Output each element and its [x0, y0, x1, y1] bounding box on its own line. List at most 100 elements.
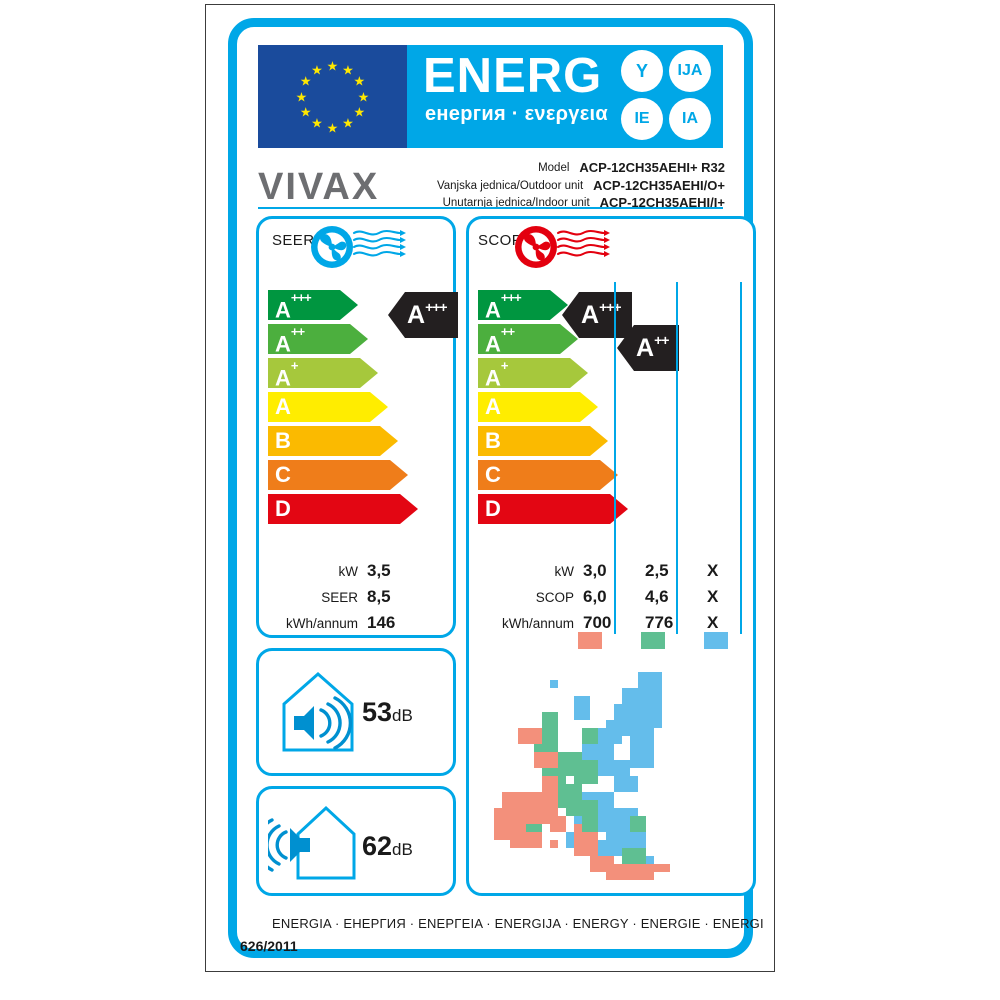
class-rung-arrow-icon — [590, 426, 608, 456]
class-rung-arrow-icon — [360, 358, 378, 388]
value-row: kW 3,5 — [262, 558, 417, 584]
brand-logo: VIVAX — [258, 166, 380, 208]
value-number: 3,5 — [367, 561, 391, 580]
class-rung-label: A+ — [485, 357, 508, 391]
heating-rating-text: A ++ — [634, 325, 680, 371]
footer-regulation: 626/2011 — [240, 938, 298, 954]
map-zone-cell — [534, 752, 558, 768]
column-divider — [614, 282, 616, 634]
value-number-warmer: 3,0 — [583, 561, 607, 580]
class-rung-label: A+++ — [485, 289, 522, 323]
class-rung-arrow-icon — [580, 392, 598, 422]
suffix-circle-y: Y — [621, 50, 663, 92]
value-number: 8,5 — [367, 587, 391, 606]
class-rung-label: D — [275, 496, 291, 521]
energ-subtitle: енергия · ενεργεια — [425, 103, 608, 125]
model-info-table: Model ACP-12CH35AEHI+ R32 Vanjska jednic… — [430, 160, 725, 213]
badge-arrow-icon — [617, 325, 634, 371]
class-rung-body — [268, 392, 370, 422]
class-rung-label: C — [485, 462, 501, 487]
model-row: Vanjska jednica/Outdoor unit ACP-12CH35A… — [430, 178, 725, 195]
energ-wordmark: ENERG — [423, 49, 603, 103]
suffix-circle-ija: IJA — [669, 50, 711, 92]
eu-flag-star: ★ — [326, 58, 339, 73]
class-rung-body — [268, 290, 340, 320]
class-rung-body — [478, 358, 570, 388]
class-rung-label: A+++ — [275, 289, 312, 323]
value-row: SCOP 6,0 4,6 X — [470, 584, 769, 610]
map-zone-cell — [622, 848, 646, 864]
map-zone-cell — [614, 776, 638, 792]
map-zone-cell — [606, 864, 630, 880]
class-rung-body — [268, 426, 380, 456]
map-zone-cell — [542, 776, 558, 792]
class-rung-label: A++ — [485, 323, 515, 357]
class-rung-arrow-icon — [350, 324, 368, 354]
suffix-circle-ia: IA — [669, 98, 711, 140]
map-zone-cell — [630, 816, 646, 832]
map-zone-cell — [574, 696, 590, 720]
class-rung-label: A+ — [275, 357, 298, 391]
map-zone-cell — [550, 816, 566, 832]
heating-values-table: kW 3,0 2,5 X SCOP 6,0 4,6 X kWh/annum 70… — [470, 558, 769, 636]
map-zone-cell — [614, 704, 654, 720]
footer-languages: ENERGIA · ЕНЕРГИЯ · ΕΝΕΡΓΕΙΑ · ENERGIJA … — [272, 916, 764, 931]
class-rung-body — [268, 324, 350, 354]
eu-flag-star: ★ — [311, 62, 323, 78]
value-key: kW — [554, 564, 575, 579]
eu-flag-star: ★ — [295, 89, 308, 104]
eu-flag-star: ★ — [299, 73, 312, 89]
language-suffix-circles: Y IJA IE IA — [621, 50, 717, 142]
indoor-noise-value: 53dB — [362, 697, 413, 728]
map-zone-cell — [574, 760, 598, 784]
cooling-rating-badge: A +++ — [388, 292, 458, 338]
class-rung-label: C — [275, 462, 291, 487]
value-key: kWh/annum — [501, 616, 574, 631]
swatch-warmer — [578, 632, 602, 649]
fan-icon — [515, 226, 557, 268]
map-zone-cell — [550, 840, 558, 848]
map-zone-cell — [654, 864, 670, 872]
value-row: kWh/annum 700 776 X — [470, 610, 769, 636]
value-number-colder: X — [707, 613, 719, 632]
class-rung-body — [478, 392, 580, 422]
brand-underline — [258, 207, 723, 209]
eu-flag: ★ ★ ★ ★ ★ ★ ★ ★ ★ ★ ★ ★ — [258, 45, 407, 148]
suffix-circle-ie: IE — [621, 98, 663, 140]
map-zone-cell — [590, 728, 622, 744]
column-divider — [676, 282, 678, 634]
map-zone-cell — [598, 760, 630, 776]
class-rung-body — [268, 460, 390, 490]
fan-icon — [311, 226, 353, 268]
outdoor-noise-unit: dB — [392, 840, 413, 859]
value-row: SEER 8,5 — [262, 584, 417, 610]
map-zone-cell — [646, 696, 662, 728]
map-zone-cell — [518, 728, 542, 744]
class-rung-body — [478, 324, 560, 354]
airflow-icon — [352, 229, 406, 257]
eu-flag-star: ★ — [326, 120, 339, 135]
map-zone-cell — [630, 744, 654, 768]
class-rung-label: B — [485, 428, 501, 453]
class-rung-arrow-icon — [600, 460, 618, 490]
model-value: ACP-12CH35AEHI/O+ — [593, 177, 725, 193]
outdoor-noise-value: 62dB — [362, 831, 413, 862]
indoor-noise-panel — [256, 648, 456, 776]
eu-flag-star: ★ — [342, 115, 354, 131]
map-zone-cell — [630, 864, 654, 880]
model-key: Unutarnja jednica/Indoor unit — [442, 197, 590, 209]
value-number-average: 2,5 — [645, 561, 669, 580]
value-key: kW — [338, 564, 359, 579]
class-rung-label: A — [485, 394, 501, 419]
class-rung-arrow-icon — [570, 358, 588, 388]
value-row: kW 3,0 2,5 X — [470, 558, 769, 584]
value-number-average: 776 — [645, 613, 674, 632]
model-key: Vanjska jednica/Outdoor unit — [436, 179, 584, 192]
class-rung-arrow-icon — [610, 494, 628, 524]
house-speaker-outside-icon — [268, 805, 356, 880]
indoor-noise-number: 53 — [362, 697, 393, 727]
value-number-average: 4,6 — [645, 587, 669, 606]
house-speaker-inside-icon — [282, 671, 354, 752]
map-zone-cell — [510, 832, 542, 848]
